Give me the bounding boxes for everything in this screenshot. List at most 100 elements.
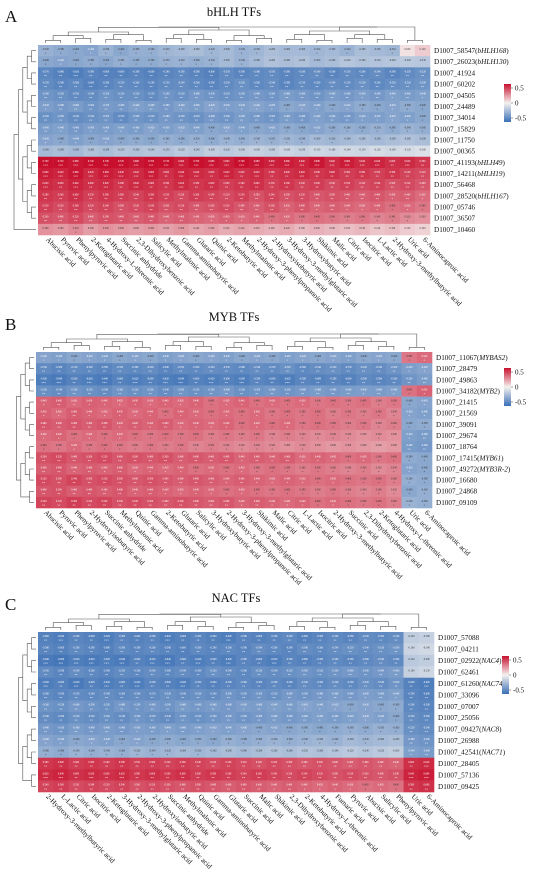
cell-significance-label: ** — [134, 119, 138, 123]
cell-value-label: -0.540 — [87, 93, 94, 96]
cell-significance-label: ** — [257, 787, 261, 791]
heatmap-cell — [68, 100, 84, 113]
cell-value-label: -0.600 — [134, 635, 141, 638]
cell-significance-label: ** — [240, 186, 244, 190]
cell-significance-label: ** — [377, 370, 381, 374]
heatmap-cell — [371, 485, 387, 498]
heatmap-cell — [369, 134, 386, 146]
cell-value-label: 0.700 — [193, 160, 200, 163]
cell-significance-label: ** — [242, 719, 246, 723]
heatmap-cell — [294, 134, 310, 146]
cell-value-label: -0.380 — [393, 704, 400, 707]
cell-significance-label: * — [286, 141, 288, 145]
cell-significance-label: ** — [210, 85, 214, 89]
heatmap-cell — [371, 363, 387, 375]
cell-significance-label: ** — [195, 197, 199, 201]
cell-significance-label: ** — [272, 639, 276, 643]
cell-value-label: -0.500 — [42, 93, 49, 96]
heatmap-cell — [218, 67, 235, 79]
cell-significance-label: ** — [196, 673, 200, 677]
cell-significance-label: ** — [225, 119, 229, 123]
heatmap-cell — [143, 134, 159, 146]
heatmap-cell — [249, 100, 265, 113]
heatmap-cell — [113, 56, 129, 68]
cell-value-label: -0.280 — [419, 137, 426, 140]
cell-significance-label: ** — [179, 459, 183, 463]
cell-significance-label: ** — [181, 673, 185, 677]
cell-value-label: 0.520 — [88, 205, 95, 208]
cell-value-label: -0.640 — [177, 377, 184, 380]
cell-value-label: -0.580 — [347, 658, 354, 661]
cell-value-label: -0.340 — [238, 48, 245, 51]
cell-value-label: -0.420 — [210, 727, 217, 730]
cell-significance-label: * — [317, 403, 319, 407]
cell-significance-label: * — [165, 63, 167, 67]
cell-significance-label: ** — [285, 197, 289, 201]
cell-significance-label: ** — [315, 186, 319, 190]
cell-significance-label: ** — [242, 696, 246, 700]
cell-significance-label: * — [422, 96, 424, 100]
cell-significance-label: ** — [135, 764, 139, 768]
heatmap-cell — [38, 45, 54, 57]
cell-significance-label: ** — [149, 119, 153, 123]
heatmap-cell — [142, 352, 159, 364]
heatmap-cell — [249, 212, 265, 225]
cell-significance-label: ** — [181, 764, 185, 768]
cell-value-label: 0.380 — [300, 422, 307, 425]
cell-significance-label: * — [422, 197, 424, 201]
cell-value-label: -0.550 — [118, 669, 125, 672]
cell-significance-label: * — [180, 436, 182, 440]
heatmap-cell — [157, 418, 174, 431]
cell-value-label: 0.480 — [132, 478, 139, 481]
heatmap-cell — [157, 452, 174, 464]
cell-value-label: -0.280 — [286, 749, 293, 752]
cell-significance-label: * — [347, 503, 349, 507]
cell-value-label: -0.550 — [404, 70, 411, 73]
heatmap-cell — [369, 100, 386, 113]
cell-significance-label: ** — [151, 650, 155, 654]
cell-significance-label: ** — [333, 764, 337, 768]
cell-value-label: 0.440 — [269, 455, 276, 458]
cell-value-label: -0.420 — [208, 355, 215, 358]
heatmap-cell — [399, 89, 416, 102]
cell-value-label: -0.480 — [88, 727, 95, 730]
cell-significance-label: ** — [89, 208, 93, 212]
cell-significance-label: ** — [347, 392, 351, 396]
cell-value-label: 0.540 — [299, 182, 306, 185]
cell-significance-label: *** — [226, 639, 231, 643]
cell-value-label: 0.440 — [193, 400, 200, 403]
cell-value-label: -0.420 — [177, 355, 184, 358]
cell-value-label: -0.250 — [301, 749, 308, 752]
heatmap-cell — [354, 112, 370, 124]
heatmap-cell — [416, 474, 433, 487]
row-label: D1007_07007 — [438, 703, 480, 711]
heatmap-cell — [249, 223, 265, 236]
heatmap-cell — [83, 100, 99, 113]
cell-significance-label: ** — [44, 719, 48, 723]
cell-significance-label: *** — [254, 163, 259, 167]
heatmap-cell — [188, 123, 205, 135]
cell-value-label: -0.400 — [102, 59, 109, 62]
cell-value-label: -0.480 — [408, 738, 415, 741]
cell-significance-label: * — [392, 52, 394, 56]
cell-significance-label: *** — [73, 174, 78, 178]
heatmap-cell — [53, 190, 69, 202]
cell-value-label: -0.280 — [225, 749, 232, 752]
cell-value-label: -0.400 — [393, 715, 400, 718]
cell-value-label: -0.380 — [87, 59, 94, 62]
row-label: D1007_21569 — [436, 410, 478, 418]
heatmap-cell — [414, 123, 431, 135]
heatmap-cell — [96, 418, 113, 431]
cell-value-label: 0.580 — [420, 160, 427, 163]
cell-significance-label: ** — [134, 197, 138, 201]
cell-value-label: 0.300 — [315, 444, 322, 447]
heatmap-cell — [157, 463, 174, 475]
cell-significance-label: ** — [104, 107, 108, 111]
cell-value-label: 0.500 — [163, 205, 170, 208]
cell-significance-label: ** — [90, 696, 94, 700]
heatmap-cell — [113, 179, 129, 191]
cell-significance-label: * — [149, 436, 151, 440]
cell-significance-label: * — [195, 470, 197, 474]
heatmap-cell — [401, 441, 418, 453]
heatmap-cell — [68, 67, 84, 79]
